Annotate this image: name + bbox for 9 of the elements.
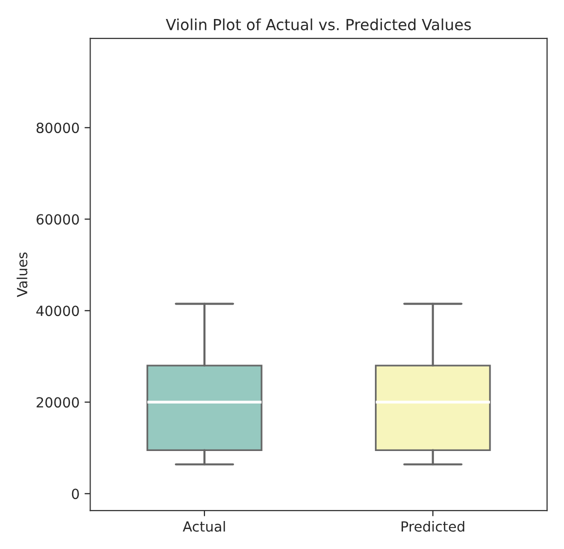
y-tick-label: 80000	[36, 122, 79, 134]
x-tick-label: Actual	[182, 520, 225, 532]
y-tick-label: 40000	[36, 306, 79, 316]
x-tick-label: Predicted	[402, 520, 464, 532]
y-tick-label: 20000	[36, 397, 79, 408]
y-axis-title: Values	[16, 252, 28, 298]
y-tick-label: 60000	[36, 214, 79, 225]
chart-title: Violin Plot of Actual vs. Predicted Values	[166, 18, 471, 30]
y-tick-label: 0	[72, 488, 79, 500]
